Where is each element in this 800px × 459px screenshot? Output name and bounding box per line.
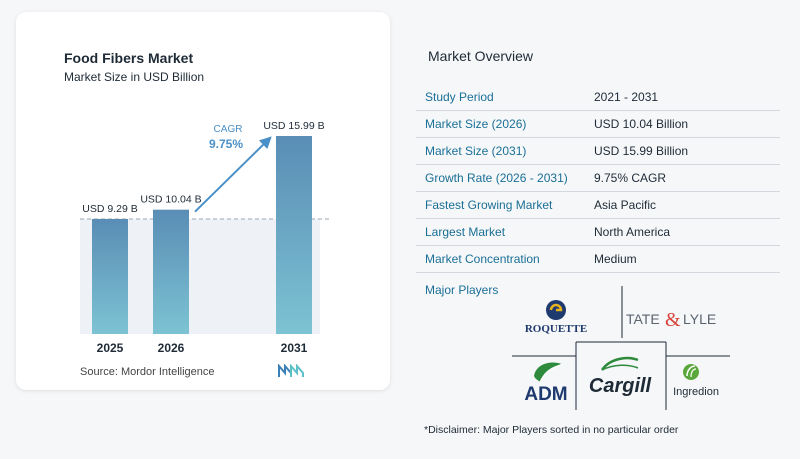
overview-value: Asia Pacific (594, 198, 657, 212)
chart-title: Food Fibers Market (64, 50, 194, 66)
cargill-wordmark: Cargill (589, 375, 652, 397)
overview-row-concentration: Market Concentration Medium (416, 246, 780, 273)
bar-2031 (276, 136, 312, 334)
lyle-wordmark: LYLE (683, 311, 716, 327)
cagr-arrow (194, 136, 272, 213)
overview-row-market-size-2026: Market Size (2026) USD 10.04 Billion (416, 111, 780, 138)
overview-row-market-size-2031: Market Size (2031) USD 15.99 Billion (416, 138, 780, 165)
overview-row-fastest-growing: Fastest Growing Market Asia Pacific (416, 192, 780, 219)
x-tick-2025: 2025 (97, 341, 124, 355)
overview-table: Study Period 2021 - 2031 Market Size (20… (416, 84, 780, 273)
ingredion-wordmark: Ingredion (673, 386, 719, 398)
ingredion-logo-icon: Ingredion (673, 364, 719, 398)
market-overview-title: Market Overview (428, 48, 534, 64)
overview-label: Largest Market (425, 225, 506, 239)
overview-value: USD 15.99 Billion (594, 144, 689, 158)
tate-lyle-logo-icon: TATE & LYLE (626, 309, 716, 331)
roquette-wordmark: ROQUETTE (525, 323, 587, 335)
x-tick-2026: 2026 (158, 341, 185, 355)
overview-label: Growth Rate (2026 - 2031) (425, 171, 568, 185)
cagr-value: 9.75% (209, 137, 243, 151)
overview-label: Study Period (425, 90, 494, 104)
overview-row-largest-market: Largest Market North America (416, 219, 780, 246)
overview-value: USD 10.04 Billion (594, 117, 689, 131)
source-text: Source: Mordor Intelligence (80, 366, 215, 378)
overview-value: Medium (594, 252, 637, 266)
cargill-logo-icon: Cargill (589, 356, 652, 397)
adm-wordmark: ADM (524, 384, 567, 405)
chart-subtitle: Market Size in USD Billion (64, 70, 205, 84)
data-label-2026: USD 10.04 B (140, 194, 201, 206)
data-label-2031: USD 15.99 B (263, 120, 324, 132)
overview-value: 2021 - 2031 (594, 90, 659, 104)
bar-2025 (92, 218, 128, 334)
mordor-logo-icon (278, 364, 304, 377)
tate-wordmark: TATE (626, 311, 660, 327)
overview-row-growth-rate: Growth Rate (2026 - 2031) 9.75% CAGR (416, 165, 780, 192)
adm-logo-icon: ADM (524, 362, 568, 405)
major-players-logos: ROQUETTE TATE & LYLE ADM Cargill Ingredi… (512, 286, 730, 410)
overview-value: 9.75% CAGR (594, 171, 667, 185)
overview-row-study-period: Study Period 2021 - 2031 (416, 84, 780, 111)
overview-value: North America (594, 225, 671, 239)
x-tick-2031: 2031 (281, 341, 308, 355)
overview-label: Fastest Growing Market (425, 198, 553, 212)
major-players-title: Major Players (425, 283, 499, 297)
data-label-2025: USD 9.29 B (82, 203, 137, 215)
overview-label: Market Concentration (425, 252, 540, 266)
bar-2026 (153, 209, 189, 334)
tate-lyle-ampersand: & (665, 309, 681, 331)
cagr-label: CAGR (214, 124, 243, 135)
bar-chart: USD 9.29 B 2025 USD 10.04 B 2026 USD 15.99 B… (80, 120, 330, 355)
disclaimer-text: *Disclaimer: Major Players sorted in no … (424, 424, 679, 436)
overview-label: Market Size (2026) (425, 117, 527, 131)
overview-label: Market Size (2031) (425, 144, 527, 158)
roquette-logo-icon: ROQUETTE (525, 300, 587, 335)
